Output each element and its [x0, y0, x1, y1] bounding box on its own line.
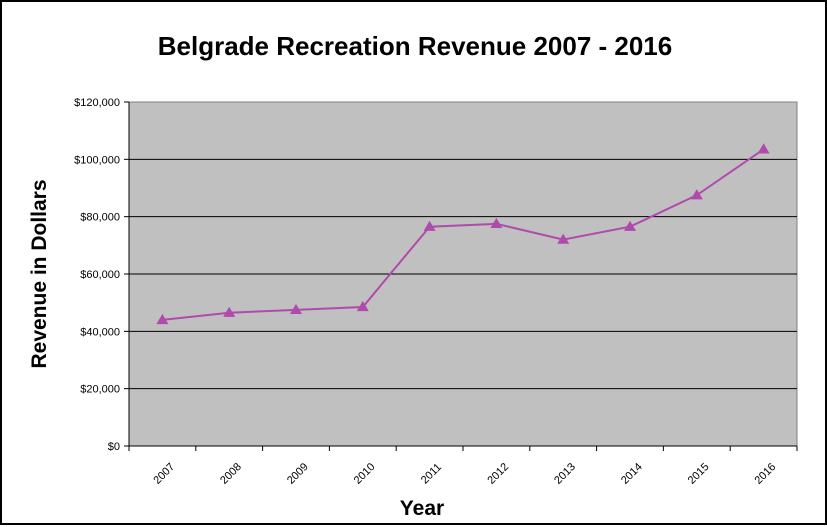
- data-point-marker: [290, 303, 302, 315]
- x-tick-label: 2009: [285, 461, 311, 487]
- x-tick-label: 2012: [485, 461, 511, 487]
- chart-title: Belgrade Recreation Revenue 2007 - 2016: [158, 31, 672, 61]
- x-tick-label: 2013: [552, 461, 578, 487]
- x-tick-label: 2015: [686, 461, 712, 487]
- data-point-marker: [757, 143, 770, 154]
- data-point-marker: [156, 313, 169, 325]
- x-tick-label: 2007: [151, 461, 177, 487]
- y-axis-title: Revenue in Dollars: [28, 179, 51, 368]
- data-point-marker: [223, 306, 236, 317]
- y-tick-label: $120,000: [74, 97, 120, 109]
- data-point-marker: [624, 220, 636, 231]
- y-tick-label: $20,000: [80, 384, 120, 396]
- series-layer: [156, 143, 770, 325]
- data-point-marker: [690, 189, 703, 200]
- x-tick-label: 2011: [419, 461, 444, 486]
- x-tick-label: 2008: [218, 461, 244, 487]
- x-tick-label: 2016: [753, 461, 779, 487]
- axes: [124, 101, 798, 451]
- data-point-marker: [423, 220, 436, 231]
- y-tick-label: $40,000: [80, 326, 120, 338]
- x-tick-labels: 2007 2008 2009 2010 2011 2012 2013 2014 2015 2016: [151, 461, 778, 487]
- x-tick-label: 2014: [619, 461, 645, 487]
- y-tick-label: $100,000: [74, 154, 120, 166]
- x-axis-title: Year: [400, 497, 444, 520]
- data-point-marker: [356, 300, 369, 312]
- y-tick-labels: $0 $20,000 $40,000 $60,000 $80,000 $100,000 $1…: [74, 97, 120, 453]
- y-tick-label: $60,000: [80, 269, 120, 281]
- data-point-marker: [557, 233, 570, 244]
- x-tick-label: 2010: [352, 461, 378, 487]
- series-line: [162, 148, 765, 321]
- y-tick-label: $0: [108, 441, 120, 453]
- gridlines: [129, 158, 797, 390]
- y-tick-label: $80,000: [80, 212, 120, 224]
- data-point-marker: [490, 217, 503, 229]
